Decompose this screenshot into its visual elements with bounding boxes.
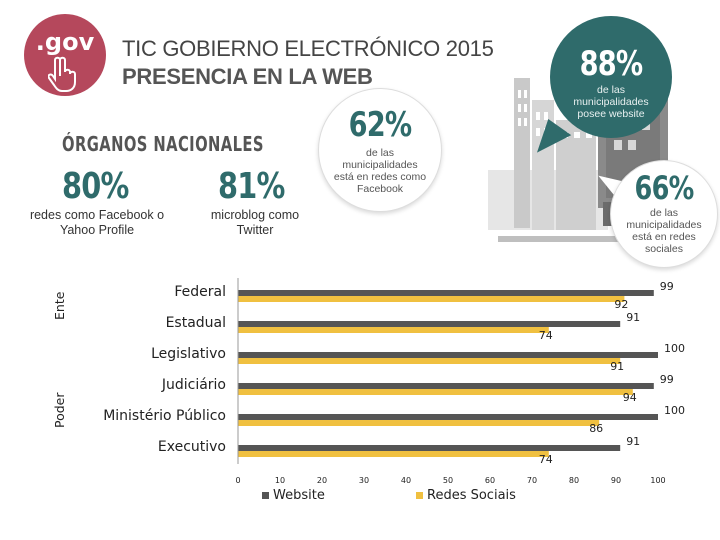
category-label-legislativo: Legislativo — [151, 346, 226, 362]
bar-website-estadual — [238, 321, 621, 327]
social-stat-value: 66% — [634, 169, 695, 207]
value-label-website-judiciario: 99 — [659, 373, 674, 386]
bar-website-judiciario — [238, 383, 654, 389]
bar-redes-sociais-ministerio-publico — [238, 420, 600, 426]
stat-81-value: 81% — [218, 166, 285, 207]
x-tick-30: 30 — [358, 476, 370, 485]
x-tick-90: 90 — [610, 476, 622, 485]
website-stat-value: 88% — [579, 44, 644, 84]
group-label-ente: Ente — [52, 291, 67, 320]
value-label-redes-sociais-estadual: 74 — [538, 329, 553, 342]
pointer-hand-icon — [48, 56, 76, 92]
legend-redes-sociais: Redes Sociais — [416, 488, 516, 503]
x-tick-50: 50 — [442, 476, 454, 485]
value-label-redes-sociais-legislativo: 91 — [610, 360, 625, 373]
gov-logo: .gov — [24, 14, 106, 96]
value-label-website-federal: 99 — [659, 280, 674, 293]
bar-chart: Federal 99 92 Estadual 91 74 Legislativo 100 91 J… — [0, 268, 720, 540]
value-label-redes-sociais-judiciario: 94 — [622, 391, 637, 404]
category-label-estadual: Estadual — [165, 315, 226, 331]
facebook-stat-bubble: 62% de las municipalidades está en redes… — [318, 88, 442, 212]
group-label-poder: Poder — [52, 392, 67, 428]
legend-label-website: Website — [273, 488, 325, 503]
stat-80-value: 80% — [62, 166, 129, 207]
x-tick-100: 100 — [650, 476, 666, 485]
x-tick-10: 10 — [274, 476, 286, 485]
value-label-website-ministerio-publico: 100 — [664, 404, 685, 417]
organos-title: ÓRGANOS NACIONALES — [62, 132, 264, 156]
bar-website-ministerio-publico — [238, 414, 658, 420]
bar-redes-sociais-federal — [238, 296, 625, 302]
category-label-federal: Federal — [174, 284, 226, 300]
value-label-website-executivo: 91 — [626, 435, 641, 448]
website-stat-text: de las municipalidades posee website — [573, 84, 649, 120]
facebook-stat-text: de las municipalidades está en redes com… — [333, 147, 427, 195]
x-tick-40: 40 — [400, 476, 412, 485]
bar-redes-sociais-judiciario — [238, 389, 633, 395]
legend-website: Website — [262, 488, 325, 503]
x-tick-0: 0 — [235, 476, 241, 485]
legend-swatch-redes-sociais — [416, 492, 423, 499]
x-tick-60: 60 — [484, 476, 496, 485]
bar-website-federal — [238, 290, 654, 296]
bar-redes-sociais-estadual — [238, 327, 549, 333]
social-stat-bubble: 66% de las municipalidades está en redes… — [610, 160, 718, 268]
x-tick-80: 80 — [568, 476, 580, 485]
x-tick-20: 20 — [316, 476, 328, 485]
facebook-stat-value: 62% — [348, 105, 413, 145]
stat-81-text: microblog como Twitter — [210, 208, 300, 237]
legend-label-redes-sociais: Redes Sociais — [427, 488, 516, 503]
bar-chart-svg — [237, 278, 658, 464]
page-subtitle: PRESENCIA EN LA WEB — [122, 64, 373, 89]
page-title: TIC GOBIERNO ELECTRÓNICO 2015 — [122, 36, 494, 61]
value-label-redes-sociais-federal: 92 — [614, 298, 629, 311]
x-tick-70: 70 — [526, 476, 538, 485]
website-stat-bubble: 88% de las municipalidades posee website — [550, 16, 672, 138]
bar-redes-sociais-executivo — [238, 451, 549, 457]
logo-text: .gov — [35, 28, 95, 56]
value-label-website-legislativo: 100 — [664, 342, 685, 355]
social-stat-text: de las municipalidades está en redes soc… — [626, 207, 702, 255]
category-label-executivo: Executivo — [157, 439, 226, 455]
category-label-judiciario: Judiciário — [161, 377, 226, 393]
value-label-redes-sociais-ministerio-publico: 86 — [589, 422, 604, 435]
value-label-website-estadual: 91 — [626, 311, 641, 324]
legend-swatch-website — [262, 492, 269, 499]
stat-80-text: redes como Facebook o Yahoo Profile — [29, 208, 165, 237]
bar-website-executivo — [238, 445, 621, 451]
value-label-redes-sociais-executivo: 74 — [538, 453, 553, 466]
bar-website-legislativo — [238, 352, 658, 358]
category-label-ministerio-publico: Ministério Público — [103, 408, 226, 424]
bar-redes-sociais-legislativo — [238, 358, 621, 364]
